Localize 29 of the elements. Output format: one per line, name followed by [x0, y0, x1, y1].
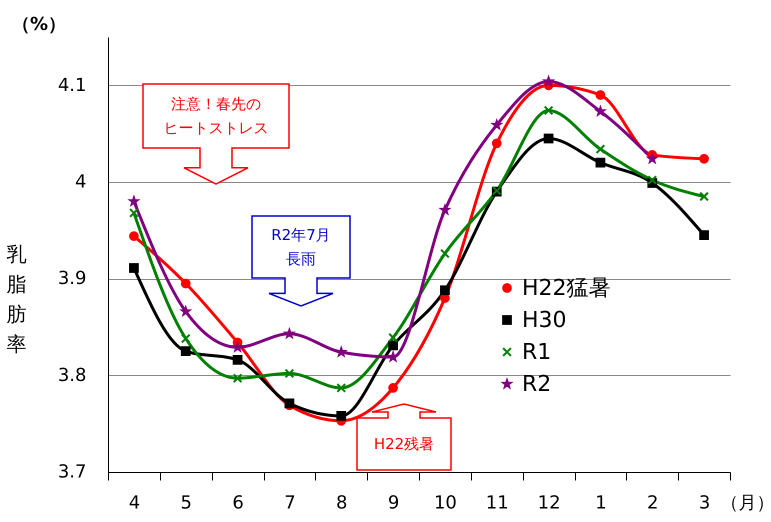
x-axis-title: （月）	[720, 492, 771, 514]
x-tick-label: 6	[232, 492, 244, 514]
x-tick-label: 11	[486, 492, 509, 514]
y-tick-label: 4.1	[58, 74, 86, 96]
text: （%）	[12, 13, 66, 36]
x-tick-label: 8	[336, 492, 348, 514]
x-tick-label: 2	[647, 492, 658, 514]
annotation: R2年7月長雨	[271, 226, 331, 268]
legend-label: R2	[522, 372, 552, 397]
legend-label: H22猛暑	[522, 276, 611, 301]
annotation: H22残暑	[374, 435, 434, 453]
y-tick-label: 3.9	[58, 268, 86, 290]
annotation: 注意！春先のヒートストレス	[164, 95, 268, 137]
callout-arrow: 注意！春先のヒートストレス	[142, 83, 290, 185]
y-tick-label: 3.7	[58, 462, 86, 482]
legend-label: R1	[522, 340, 552, 365]
x-tick-label: 3	[698, 492, 710, 514]
y-tick-label: 4	[75, 172, 86, 192]
callout-arrow: R2年7月長雨	[251, 215, 351, 307]
x-tick-label: 7	[284, 492, 296, 514]
x-tick-label: 4	[128, 492, 140, 514]
x-tick-label: 12	[538, 492, 561, 514]
x-tick-label: 5	[180, 492, 192, 514]
y-tick-label: 3.8	[58, 364, 86, 386]
x-tick-label: 10	[434, 492, 457, 514]
x-tick-label: 1	[595, 492, 607, 514]
legend-label: H30	[522, 308, 567, 333]
y-axis-title: 乳脂肪率	[6, 242, 26, 356]
x-tick-label: 9	[388, 492, 400, 514]
